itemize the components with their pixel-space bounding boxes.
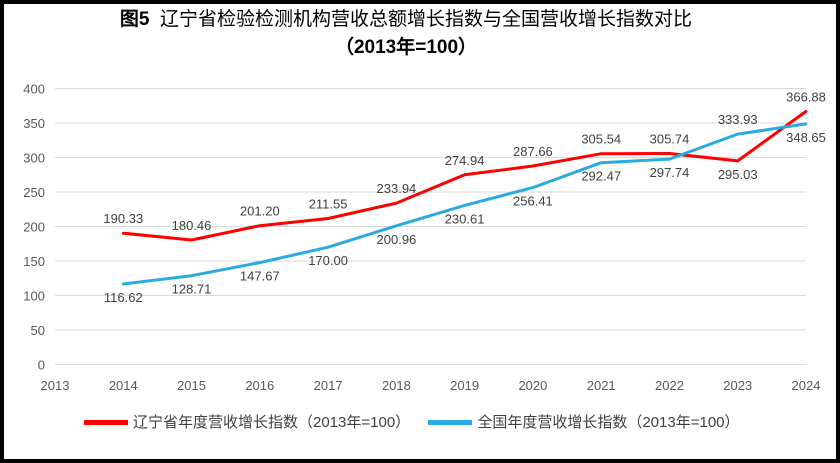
svg-text:2022: 2022 — [655, 378, 684, 393]
svg-text:287.66: 287.66 — [513, 144, 553, 159]
svg-text:2013: 2013 — [41, 378, 70, 393]
svg-text:2018: 2018 — [382, 378, 411, 393]
svg-text:297.74: 297.74 — [650, 165, 690, 180]
svg-text:305.74: 305.74 — [650, 132, 690, 147]
svg-text:350: 350 — [23, 116, 45, 131]
svg-text:0: 0 — [38, 358, 45, 373]
svg-text:2016: 2016 — [245, 378, 274, 393]
svg-text:230.61: 230.61 — [445, 211, 485, 226]
svg-text:2015: 2015 — [177, 378, 206, 393]
svg-text:201.20: 201.20 — [240, 204, 280, 219]
svg-text:2020: 2020 — [518, 378, 547, 393]
svg-text:170.00: 170.00 — [308, 253, 348, 268]
svg-text:2024: 2024 — [792, 378, 821, 393]
svg-text:128.71: 128.71 — [172, 282, 212, 297]
svg-text:2017: 2017 — [314, 378, 343, 393]
svg-text:274.94: 274.94 — [445, 153, 485, 168]
svg-text:180.46: 180.46 — [172, 218, 212, 233]
svg-text:2023: 2023 — [723, 378, 752, 393]
svg-text:150: 150 — [23, 254, 45, 269]
svg-text:211.55: 211.55 — [309, 197, 348, 212]
svg-text:256.41: 256.41 — [513, 194, 553, 209]
svg-text:366.88: 366.88 — [786, 89, 826, 104]
svg-text:2021: 2021 — [587, 378, 616, 393]
svg-text:200.96: 200.96 — [377, 232, 417, 247]
svg-text:190.33: 190.33 — [103, 211, 143, 226]
svg-text:400: 400 — [23, 82, 45, 97]
svg-text:100: 100 — [23, 289, 45, 304]
svg-text:2019: 2019 — [450, 378, 479, 393]
svg-text:2014: 2014 — [109, 378, 138, 393]
svg-text:348.65: 348.65 — [786, 130, 826, 145]
svg-text:295.03: 295.03 — [718, 167, 758, 182]
svg-text:333.93: 333.93 — [718, 112, 758, 127]
svg-text:292.47: 292.47 — [581, 169, 621, 184]
svg-text:300: 300 — [23, 151, 45, 166]
svg-text:50: 50 — [31, 323, 45, 338]
svg-text:200: 200 — [23, 220, 45, 235]
svg-text:250: 250 — [23, 185, 45, 200]
svg-text:147.67: 147.67 — [240, 269, 280, 284]
svg-text:305.54: 305.54 — [581, 132, 621, 147]
svg-text:233.94: 233.94 — [377, 181, 417, 196]
svg-text:116.62: 116.62 — [104, 290, 143, 305]
